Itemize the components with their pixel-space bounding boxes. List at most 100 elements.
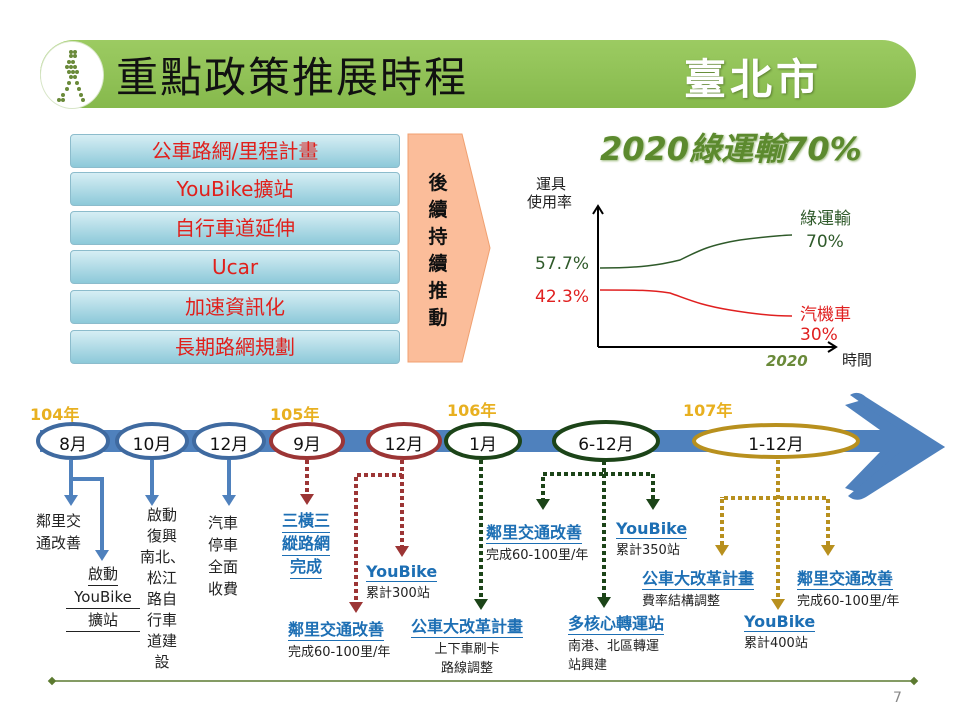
line: 啟動	[146, 506, 177, 524]
continue-chevron	[407, 133, 491, 363]
policy-youbike: YouBike擴站	[70, 172, 400, 206]
subtitle: 上下車刷卡	[434, 642, 500, 657]
policy-bike-lane: 自行車道延伸	[70, 211, 400, 245]
line: 松江	[146, 569, 177, 587]
month-label: 8月	[59, 435, 87, 455]
continue-label: 後 續 持 續 推 動	[418, 170, 458, 332]
subtitle: 完成60-100里/年	[797, 594, 900, 609]
title: 鄰里交通改善	[797, 565, 894, 590]
title: 公車大改革計畫	[642, 565, 755, 590]
month-label: 10月	[132, 435, 172, 455]
char: 後	[428, 172, 448, 194]
subtitle: 站興建	[568, 658, 608, 673]
month-ellipse	[115, 422, 189, 460]
line: 三橫三	[282, 510, 331, 533]
page-title: 重點政策推展時程	[116, 53, 469, 102]
green-start-label: 57.7%	[535, 254, 590, 274]
line: 完成	[290, 556, 323, 579]
line: 道建	[146, 632, 177, 650]
item-neighborhood-2018: 鄰里交通改善 完成60-100里/年	[797, 565, 899, 609]
month-ellipse	[366, 422, 442, 460]
car-end-label: 30%	[800, 325, 838, 345]
char: 續	[428, 253, 448, 275]
month-label: 1-12月	[748, 435, 804, 455]
page-number: 7	[893, 690, 902, 706]
subtitle: 累計350站	[616, 543, 680, 558]
chart-x-tick: 2020	[766, 352, 808, 370]
item-youbike-350: YouBike 累計350站	[616, 519, 688, 558]
year-label: 106年	[447, 401, 497, 420]
month-label: 12月	[384, 435, 424, 455]
subtitle: 完成60-100里/年	[288, 645, 391, 660]
line: 復興	[146, 527, 177, 545]
month-label: 1月	[469, 435, 497, 455]
month-label: 6-12月	[578, 435, 634, 455]
month-ellipse	[269, 422, 345, 460]
month-ellipse	[552, 420, 660, 462]
line: 行車	[146, 611, 177, 629]
line: 通改善	[36, 534, 82, 552]
year-label: 105年	[270, 405, 320, 424]
subtitle: 累計400站	[744, 636, 808, 651]
item-bus-reform-1: 公車大改革計畫 上下車刷卡 路線調整	[411, 613, 524, 676]
char: 推	[428, 280, 448, 302]
line: 收費	[208, 580, 239, 598]
month-ellipse	[36, 422, 110, 460]
line: 設	[154, 653, 170, 671]
line: 路自	[146, 590, 177, 608]
subtitle: 路線調整	[441, 661, 494, 676]
title: 鄰里交通改善	[288, 616, 385, 641]
line: 汽車	[208, 514, 239, 532]
item-neighborhood-2017: 鄰里交通改善 完成60-100里/年	[486, 519, 588, 563]
line: 啟動	[87, 563, 118, 586]
subtitle: 累計300站	[366, 586, 430, 601]
line: 鄰里交	[36, 512, 82, 530]
title: YouBike	[616, 519, 688, 539]
line: YouBike	[66, 586, 140, 609]
city-title: 臺北市	[684, 55, 823, 104]
car-start-label: 42.3%	[535, 287, 590, 307]
char: 持	[428, 226, 448, 248]
title: YouBike	[744, 612, 816, 632]
char: 動	[428, 307, 448, 329]
green-end-label: 70%	[806, 232, 844, 252]
chart-ylabel-1: 運具	[536, 175, 567, 193]
month-label: 9月	[293, 435, 321, 455]
subtitle: 完成60-100里/年	[486, 548, 589, 563]
title: YouBike	[366, 562, 438, 582]
car-series-name: 汽機車	[800, 305, 851, 325]
policy-long-term: 長期路網規劃	[70, 330, 400, 364]
walking-person-logo-icon	[40, 41, 104, 109]
line: 擴站	[87, 611, 118, 629]
month-ellipse	[692, 423, 860, 459]
chart-axes	[592, 204, 838, 353]
green-transport-line	[599, 234, 793, 269]
month-ellipse	[192, 422, 266, 460]
line: 全面	[208, 558, 239, 576]
title: 公車大改革計畫	[411, 613, 524, 638]
title: 多核心轉運站	[568, 610, 665, 635]
item-youbike-400: YouBike 累計400站	[744, 612, 816, 651]
line: 縱路網	[282, 533, 331, 556]
item-youbike-300: YouBike 累計300站	[366, 562, 438, 601]
line: 南北、	[140, 548, 186, 566]
policy-information: 加速資訊化	[70, 290, 400, 324]
subtitle: 費率結構調整	[642, 594, 721, 609]
green-series-name: 綠運輸	[800, 209, 851, 229]
chart-xlabel: 時間	[842, 351, 873, 369]
item-neighborhood-2015: 鄰里交 通改善	[36, 510, 81, 554]
title: 鄰里交通改善	[486, 519, 583, 544]
item-parking-fee: 汽車 停車 全面 收費	[208, 512, 238, 600]
item-youbike-launch: 啟動 YouBike 擴站	[66, 563, 140, 632]
goal-title: 2020綠運輸70%	[600, 130, 862, 168]
item-bus-reform-2: 公車大改革計畫 費率結構調整	[642, 565, 755, 609]
line: 停車	[208, 536, 239, 554]
subtitle: 南港、北區轉運	[568, 639, 660, 654]
month-ellipse	[444, 422, 522, 460]
item-bike-lane: 啟動 復興 南北、 松江 路自 行車 道建 設	[140, 505, 186, 673]
header-bar	[40, 40, 916, 108]
year-label: 107年	[683, 401, 733, 420]
item-transit-hub: 多核心轉運站 南港、北區轉運 站興建	[568, 610, 665, 673]
